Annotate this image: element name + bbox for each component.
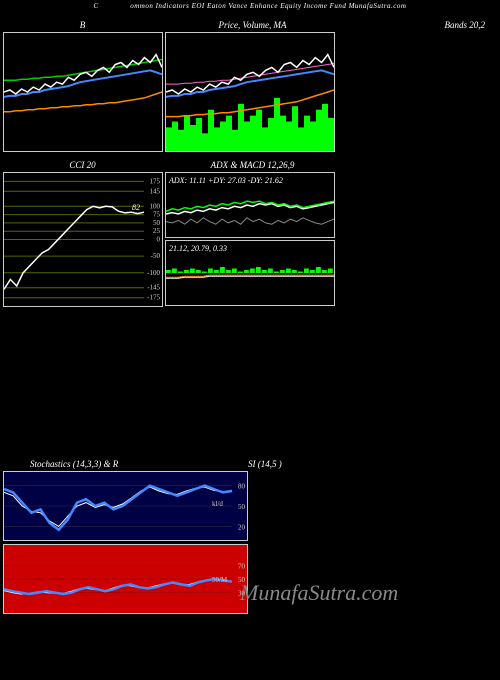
chart-price-volume xyxy=(166,33,334,151)
svg-text:-100: -100 xyxy=(147,269,160,277)
svg-text:-50: -50 xyxy=(151,252,161,260)
chart-rsi: 30507050/M xyxy=(4,545,247,613)
page-header: ommon Indicators EOI Eaton Vance Enhance… xyxy=(130,2,406,10)
svg-text:70: 70 xyxy=(238,562,246,570)
svg-text:21.12, 20.79, 0.33: 21.12, 20.79, 0.33 xyxy=(169,244,227,253)
chart-cci: 175 145 1007550250 -50 -100 -145 -175 82 xyxy=(4,173,162,306)
chart-macd: 21.12, 20.79, 0.33 xyxy=(166,241,334,305)
svg-text:ADX: 11.11 +DY: 27.03 -DY: 21.: ADX: 11.11 +DY: 27.03 -DY: 21.62 xyxy=(168,176,283,185)
svg-text:-175: -175 xyxy=(147,294,160,302)
chart-title-rsi: SI (14,5 ) xyxy=(248,457,496,471)
chart-stochastics: 20 50 80 kl/d xyxy=(4,472,247,540)
svg-text:50/M: 50/M xyxy=(212,576,228,584)
chart-title-cci: CCI 20 xyxy=(0,158,165,172)
chart-title-b: B xyxy=(0,18,165,32)
svg-text:0: 0 xyxy=(157,236,161,244)
chart-bands-left xyxy=(4,33,162,151)
svg-text:145: 145 xyxy=(150,187,161,195)
svg-text:50: 50 xyxy=(238,503,246,511)
svg-text:-145: -145 xyxy=(147,284,160,292)
chart-title-price: Price, Volume, MA xyxy=(165,18,340,32)
header-prefix: C xyxy=(94,2,99,10)
chart-adx: ADX: 11.11 +DY: 27.03 -DY: 21.62 xyxy=(166,173,334,237)
svg-text:80: 80 xyxy=(238,483,246,491)
svg-text:75: 75 xyxy=(153,211,161,219)
svg-text:kl/d: kl/d xyxy=(212,500,223,508)
svg-text:50: 50 xyxy=(153,219,161,227)
watermark-text: MunafaSutra.com xyxy=(240,580,398,606)
svg-text:20: 20 xyxy=(238,523,246,531)
chart-title-bands-right: Bands 20,2 xyxy=(340,18,495,32)
chart-title-stoch: Stochastics (14,3,3) & R xyxy=(0,457,248,471)
chart-title-adx: ADX & MACD 12,26,9 xyxy=(165,158,340,172)
svg-text:175: 175 xyxy=(150,177,161,185)
svg-text:82: 82 xyxy=(132,203,140,212)
svg-text:100: 100 xyxy=(150,202,161,210)
svg-text:25: 25 xyxy=(153,227,161,235)
